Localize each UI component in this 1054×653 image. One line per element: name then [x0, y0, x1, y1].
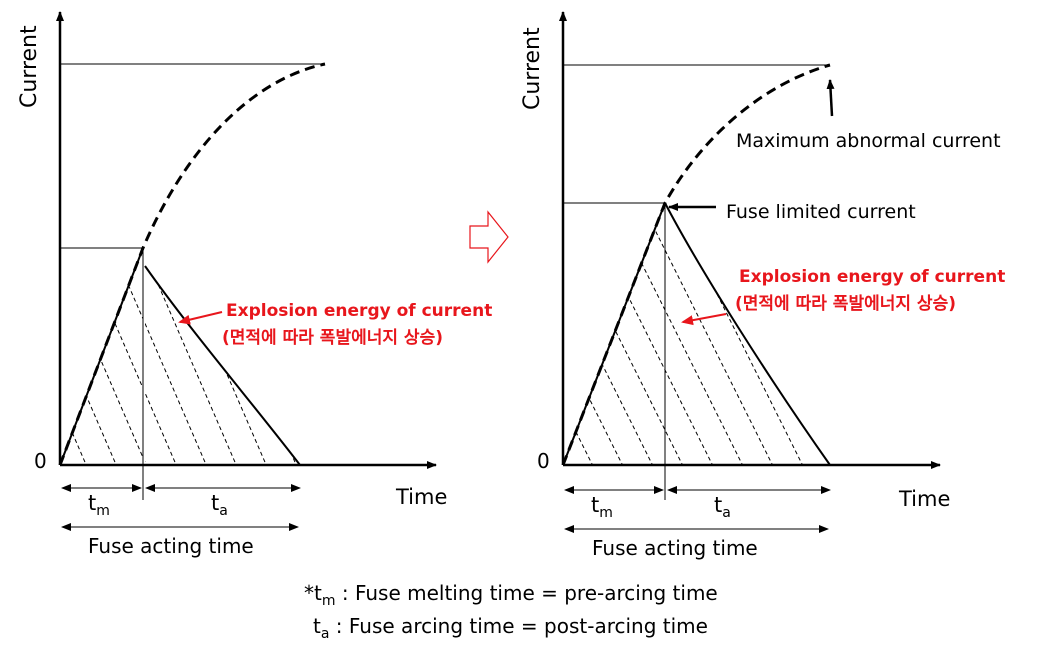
right-limited-current-label: Fuse limited current	[726, 201, 916, 223]
left-x-axis-label: Time	[395, 485, 447, 509]
left-acting-label: Fuse acting time	[88, 534, 254, 558]
right-decay-curve	[664, 202, 831, 466]
right-tm-label: tm	[591, 493, 613, 521]
right-energy-sub-label: (면적에 따라 폭발에너지 상승)	[735, 294, 956, 314]
right-max-current-arrow	[826, 79, 835, 117]
right-energy-arrow	[681, 313, 727, 326]
right-max-current-label: Maximum abnormal current	[736, 130, 1001, 152]
left-energy-arrow	[178, 311, 223, 325]
right-energy-label: Explosion energy of current	[739, 267, 1005, 287]
right-acting-label: Fuse acting time	[592, 536, 758, 560]
left-energy-label: Explosion energy of current	[226, 301, 492, 321]
left-y-axis-label: Current	[17, 25, 42, 108]
footnote-line-1: *tm : Fuse melting time = pre-arcing tim…	[304, 581, 718, 609]
left-rise-solid	[59, 247, 144, 466]
footnote: *tm : Fuse melting time = pre-arcing tim…	[304, 581, 718, 642]
left-prospective-current-curve	[58, 62, 326, 466]
right-panel: Current Time 0 tm ta Fuse act	[520, 11, 1005, 560]
left-decay-curve	[144, 265, 301, 466]
left-panel: Current Time 0 tm	[17, 11, 492, 558]
left-tm-label: tm	[88, 491, 110, 519]
right-prospective-current-curve	[561, 63, 831, 466]
right-ta-label: ta	[714, 493, 731, 521]
left-energy-sub-label: (면적에 따라 폭발에너지 상승)	[222, 328, 443, 348]
right-origin-label: 0	[537, 449, 550, 473]
left-ta-label: ta	[211, 491, 228, 519]
right-rise-solid	[562, 202, 666, 466]
transition-arrow-icon	[469, 210, 509, 264]
footnote-line-2: ta : Fuse arcing time = post-arcing time	[313, 614, 708, 642]
right-x-axis-label: Time	[898, 487, 950, 511]
left-origin-label: 0	[34, 449, 47, 473]
right-y-axis-label: Current	[520, 27, 545, 110]
